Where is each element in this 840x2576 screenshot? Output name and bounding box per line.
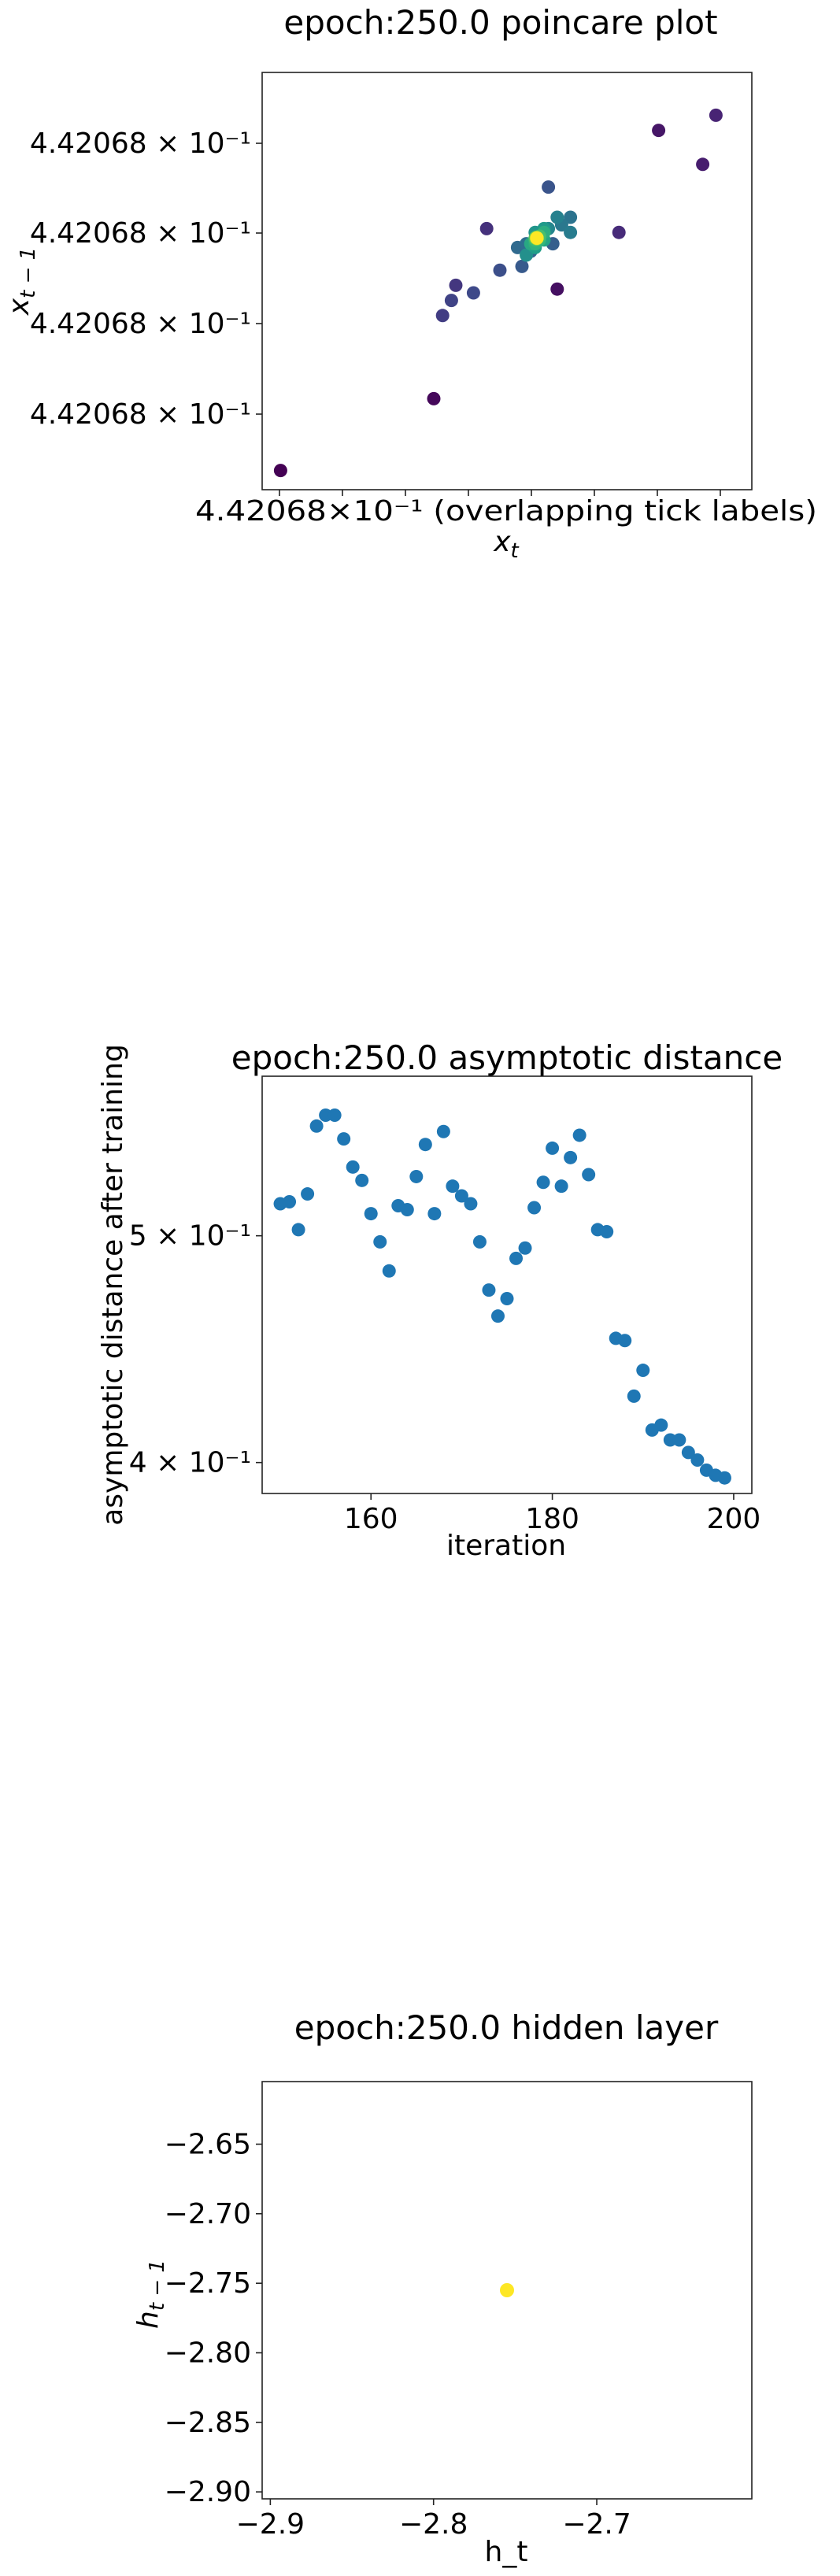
poincare-plot-frame <box>261 72 753 490</box>
hidden-layer-point <box>500 2283 514 2297</box>
distance-point <box>346 1160 360 1174</box>
poincare-point <box>564 210 578 224</box>
hidden-y-tick-label: −2.75 <box>165 2267 251 2300</box>
distance-point <box>572 1128 587 1142</box>
hidden-x-tick-label: −2.9 <box>236 2508 305 2541</box>
distance-point <box>472 1234 487 1249</box>
distance-point <box>582 1168 596 1182</box>
distance-point <box>409 1169 424 1183</box>
poincare-point <box>542 180 556 194</box>
distance-point <box>509 1251 524 1265</box>
poincare-x-axis-label: xt <box>493 526 519 563</box>
poincare-point <box>550 282 564 296</box>
hidden-y-tick-label: −2.90 <box>165 2476 251 2508</box>
poincare-point <box>466 286 480 300</box>
distance-point <box>283 1194 297 1208</box>
poincare-point <box>709 108 723 122</box>
distance-point <box>301 1187 315 1201</box>
distance-point <box>364 1207 378 1221</box>
distance-point <box>564 1150 578 1164</box>
hidden-layer-y-axis-label: ht − 1 <box>132 2260 169 2329</box>
distance-point <box>717 1471 731 1485</box>
poincare-plot-title: epoch:250.0 poincare plot <box>283 3 717 42</box>
poincare-point <box>520 248 534 262</box>
distance-point <box>518 1241 532 1255</box>
distance-point <box>536 1175 550 1190</box>
asymptotic-distance-panel: epoch:250.0 asymptotic distance 160 180 20… <box>97 1038 783 1562</box>
poincare-point <box>652 124 666 138</box>
poincare-y-tick-label: 4.42068 × 10⁻¹ <box>30 217 251 250</box>
hidden-layer-panel: epoch:250.0 hidden layer −2.9 −2.8 −2.7 −2… <box>132 2008 753 2568</box>
distance-point <box>464 1197 478 1211</box>
distance-point <box>327 1108 342 1122</box>
hidden-y-tick-label: −2.80 <box>165 2337 251 2370</box>
poincare-point <box>696 157 710 172</box>
poincare-y-tick-label: 4.42068 × 10⁻¹ <box>30 308 251 340</box>
distance-point <box>418 1138 432 1152</box>
hidden-x-tick-label: −2.8 <box>399 2508 468 2541</box>
distance-point <box>382 1264 396 1278</box>
distance-point <box>672 1433 686 1447</box>
distance-x-tick-label: 200 <box>707 1503 761 1535</box>
hidden-y-tick-label: −2.70 <box>165 2198 251 2230</box>
asymptotic-distance-frame <box>261 1075 753 1494</box>
hidden-y-tick-label: −2.85 <box>165 2407 251 2439</box>
poincare-point <box>427 391 441 405</box>
distance-point <box>618 1334 632 1348</box>
distance-point <box>355 1173 369 1187</box>
distance-point <box>627 1389 641 1403</box>
distance-point <box>482 1283 496 1297</box>
hidden-layer-title: epoch:250.0 hidden layer <box>294 2008 719 2047</box>
distance-point <box>309 1119 324 1133</box>
poincare-y-tick-label: 4.42068 × 10⁻¹ <box>30 398 251 431</box>
poincare-point <box>479 221 494 235</box>
distance-point <box>454 1189 468 1203</box>
poincare-point <box>612 225 626 239</box>
poincare-point <box>493 263 507 277</box>
hidden-layer-frame <box>261 2081 753 2500</box>
poincare-point <box>564 225 578 239</box>
distance-point <box>527 1201 542 1215</box>
distance-point <box>427 1207 442 1221</box>
distance-point <box>500 1292 514 1306</box>
poincare-point <box>515 259 529 273</box>
distance-point <box>681 1445 695 1460</box>
distance-point <box>554 1179 568 1194</box>
poincare-point <box>530 231 544 245</box>
distance-point <box>337 1132 351 1146</box>
poincare-point <box>435 309 450 323</box>
distance-point <box>291 1223 305 1237</box>
poincare-point <box>550 210 564 224</box>
distance-point <box>446 1179 460 1194</box>
distance-point <box>436 1124 450 1138</box>
distance-point <box>400 1203 414 1217</box>
distance-point <box>654 1418 668 1432</box>
hidden-x-tick-label: −2.7 <box>562 2508 631 2541</box>
distance-y-tick-label: 5 × 10⁻¹ <box>129 1220 251 1253</box>
distance-point <box>690 1453 705 1467</box>
asymptotic-distance-title: epoch:250.0 asymptotic distance <box>231 1038 783 1077</box>
distance-y-tick-label: 4 × 10⁻¹ <box>129 1447 251 1479</box>
poincare-point <box>273 464 287 478</box>
distance-point <box>490 1309 505 1323</box>
poincare-y-axis-label: xt − 1 <box>3 247 40 316</box>
distance-point <box>636 1364 650 1378</box>
hidden-layer-x-axis-label: h_t <box>485 2536 528 2568</box>
asymptotic-x-axis-label: iteration <box>446 1530 566 1562</box>
distance-point <box>546 1141 560 1155</box>
distance-x-tick-label: 180 <box>525 1503 579 1535</box>
distance-x-tick-label: 160 <box>344 1503 398 1535</box>
hidden-y-tick-label: −2.65 <box>165 2129 251 2161</box>
poincare-point <box>449 278 463 292</box>
poincare-x-tick-labels: 4.42068×10⁻¹ (overlapping tick labels) <box>195 495 817 527</box>
asymptotic-y-axis-label: asymptotic distance after training <box>97 1044 129 1526</box>
poincare-plot-panel: epoch:250.0 poincare plot 4.42068 × 10⁻¹… <box>3 3 817 563</box>
distance-point <box>373 1234 387 1249</box>
poincare-point <box>444 294 458 308</box>
distance-point <box>600 1225 614 1239</box>
poincare-y-tick-label: 4.42068 × 10⁻¹ <box>30 128 251 160</box>
